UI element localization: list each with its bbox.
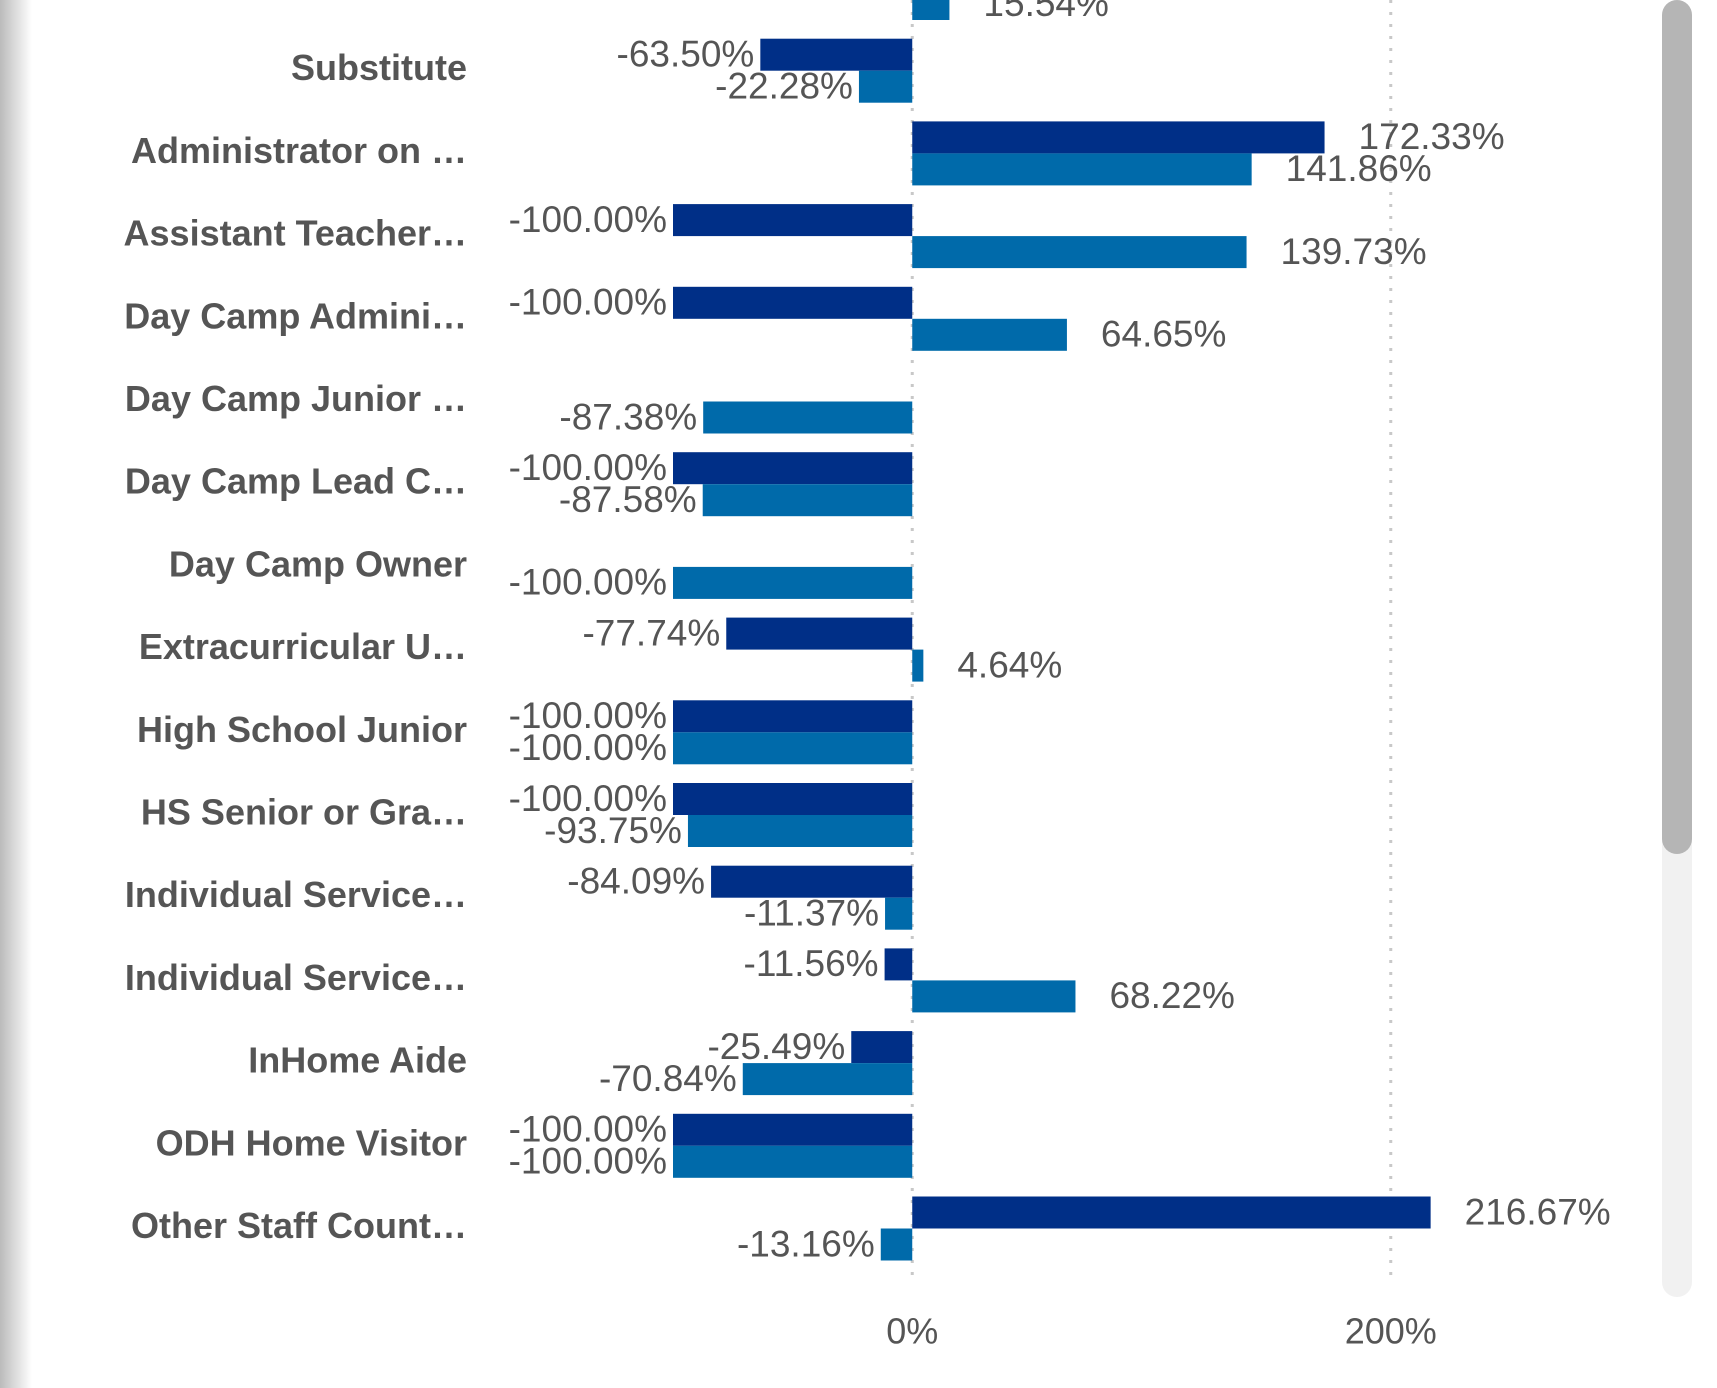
category-label: Other Staff Count…: [131, 1205, 467, 1246]
bar: [912, 649, 924, 682]
bar: [711, 865, 913, 898]
bar: [673, 783, 913, 815]
bar: [912, 121, 1325, 154]
category-label: Day Camp Junior …: [125, 378, 467, 419]
data-label: -63.50%: [617, 33, 755, 74]
data-label: -100.00%: [509, 695, 667, 736]
data-label: -25.49%: [707, 1026, 845, 1067]
data-label: 15.54%: [983, 0, 1109, 24]
category-label: Administrator on …: [131, 130, 467, 171]
bar: [673, 1113, 913, 1146]
data-label: 64.65%: [1101, 314, 1227, 355]
bar: [673, 700, 913, 733]
data-label: 141.86%: [1286, 148, 1432, 189]
x-tick-label: 200%: [1345, 1311, 1437, 1352]
bar: [687, 815, 913, 847]
bar: [858, 70, 913, 103]
category-label: High School Junior: [137, 709, 467, 750]
category-label: Day Camp Owner: [169, 543, 467, 584]
data-label: -100.00%: [509, 562, 667, 603]
bar: [912, 153, 1252, 186]
data-label: -22.28%: [715, 65, 853, 106]
bar: [884, 948, 913, 981]
category-label: HS Senior or Gra…: [141, 792, 467, 833]
data-label: -100.00%: [509, 1141, 667, 1182]
bar: [912, 980, 1076, 1013]
category-label: Extracurricular U…: [139, 626, 467, 667]
bar: [760, 38, 913, 71]
data-label: -100.00%: [509, 1109, 667, 1150]
bar: [673, 452, 913, 485]
scroll-thumb[interactable]: [1662, 0, 1692, 854]
category-label: Day Camp Admini…: [124, 295, 467, 336]
data-label: -100.00%: [509, 199, 667, 240]
bar: [742, 1063, 913, 1096]
data-label: -93.75%: [544, 810, 682, 851]
x-tick-label: 0%: [886, 1311, 938, 1352]
bar: [885, 897, 913, 930]
data-label: -87.38%: [559, 396, 697, 437]
bar: [851, 1031, 913, 1064]
data-label: 216.67%: [1465, 1191, 1611, 1232]
data-label: -11.56%: [744, 943, 879, 984]
bar: [912, 0, 950, 20]
bar: [912, 236, 1247, 269]
category-label: InHome Aide: [248, 1040, 467, 1081]
category-label: Individual Service…: [125, 957, 467, 998]
category-label: Substitute: [291, 47, 467, 88]
category-label: Individual Service…: [125, 874, 467, 915]
category-label: Lead Teacher: [238, 0, 467, 6]
card-shadow: [0, 0, 32, 1388]
bar: [702, 484, 913, 517]
data-label: -77.74%: [582, 612, 720, 653]
data-label: 4.64%: [957, 644, 1062, 685]
data-label: -84.09%: [567, 860, 705, 901]
bar: [912, 1196, 1431, 1229]
bar: [703, 401, 913, 434]
data-label: -70.84%: [599, 1058, 737, 1099]
category-label: Day Camp Lead C…: [125, 461, 467, 502]
bar: [673, 1145, 913, 1178]
data-label: 139.73%: [1281, 231, 1427, 272]
data-label: -100.00%: [509, 727, 667, 768]
bar: [673, 286, 913, 319]
category-label: Assistant Teacher…: [124, 213, 467, 254]
data-label: -100.00%: [509, 447, 667, 488]
data-label: -100.00%: [509, 778, 667, 819]
bar: [673, 566, 913, 599]
bar: [912, 318, 1067, 351]
data-label: -100.00%: [509, 282, 667, 323]
data-label: -87.58%: [559, 479, 697, 520]
data-label: 172.33%: [1359, 116, 1505, 157]
category-label: ODH Home Visitor: [156, 1122, 467, 1163]
data-label: 68.22%: [1109, 975, 1235, 1016]
bar: [726, 617, 913, 650]
bar: [880, 1228, 913, 1261]
bar: [673, 204, 913, 237]
data-label: -11.37%: [744, 892, 879, 933]
bar: [673, 732, 913, 765]
data-label: -13.16%: [737, 1223, 875, 1264]
